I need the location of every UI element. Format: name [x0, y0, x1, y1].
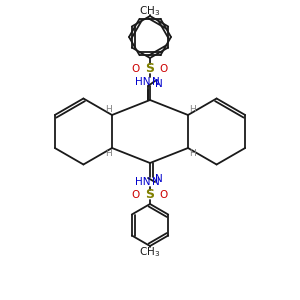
Text: O: O	[132, 190, 140, 200]
Text: N: N	[155, 79, 163, 89]
Text: H: H	[105, 106, 111, 115]
Text: CH$_3$: CH$_3$	[140, 245, 160, 259]
Text: N: N	[152, 177, 160, 187]
Text: CH$_3$: CH$_3$	[140, 4, 160, 18]
Text: H: H	[189, 148, 195, 158]
Text: H: H	[189, 106, 195, 115]
Text: HN: HN	[135, 177, 151, 187]
Text: N: N	[152, 77, 160, 87]
Text: S: S	[146, 188, 154, 202]
Text: O: O	[132, 64, 140, 74]
Text: HN: HN	[135, 77, 151, 87]
Text: O: O	[160, 190, 168, 200]
Text: H: H	[105, 148, 111, 158]
Text: S: S	[146, 62, 154, 76]
Text: N: N	[155, 174, 163, 184]
Text: O: O	[160, 64, 168, 74]
